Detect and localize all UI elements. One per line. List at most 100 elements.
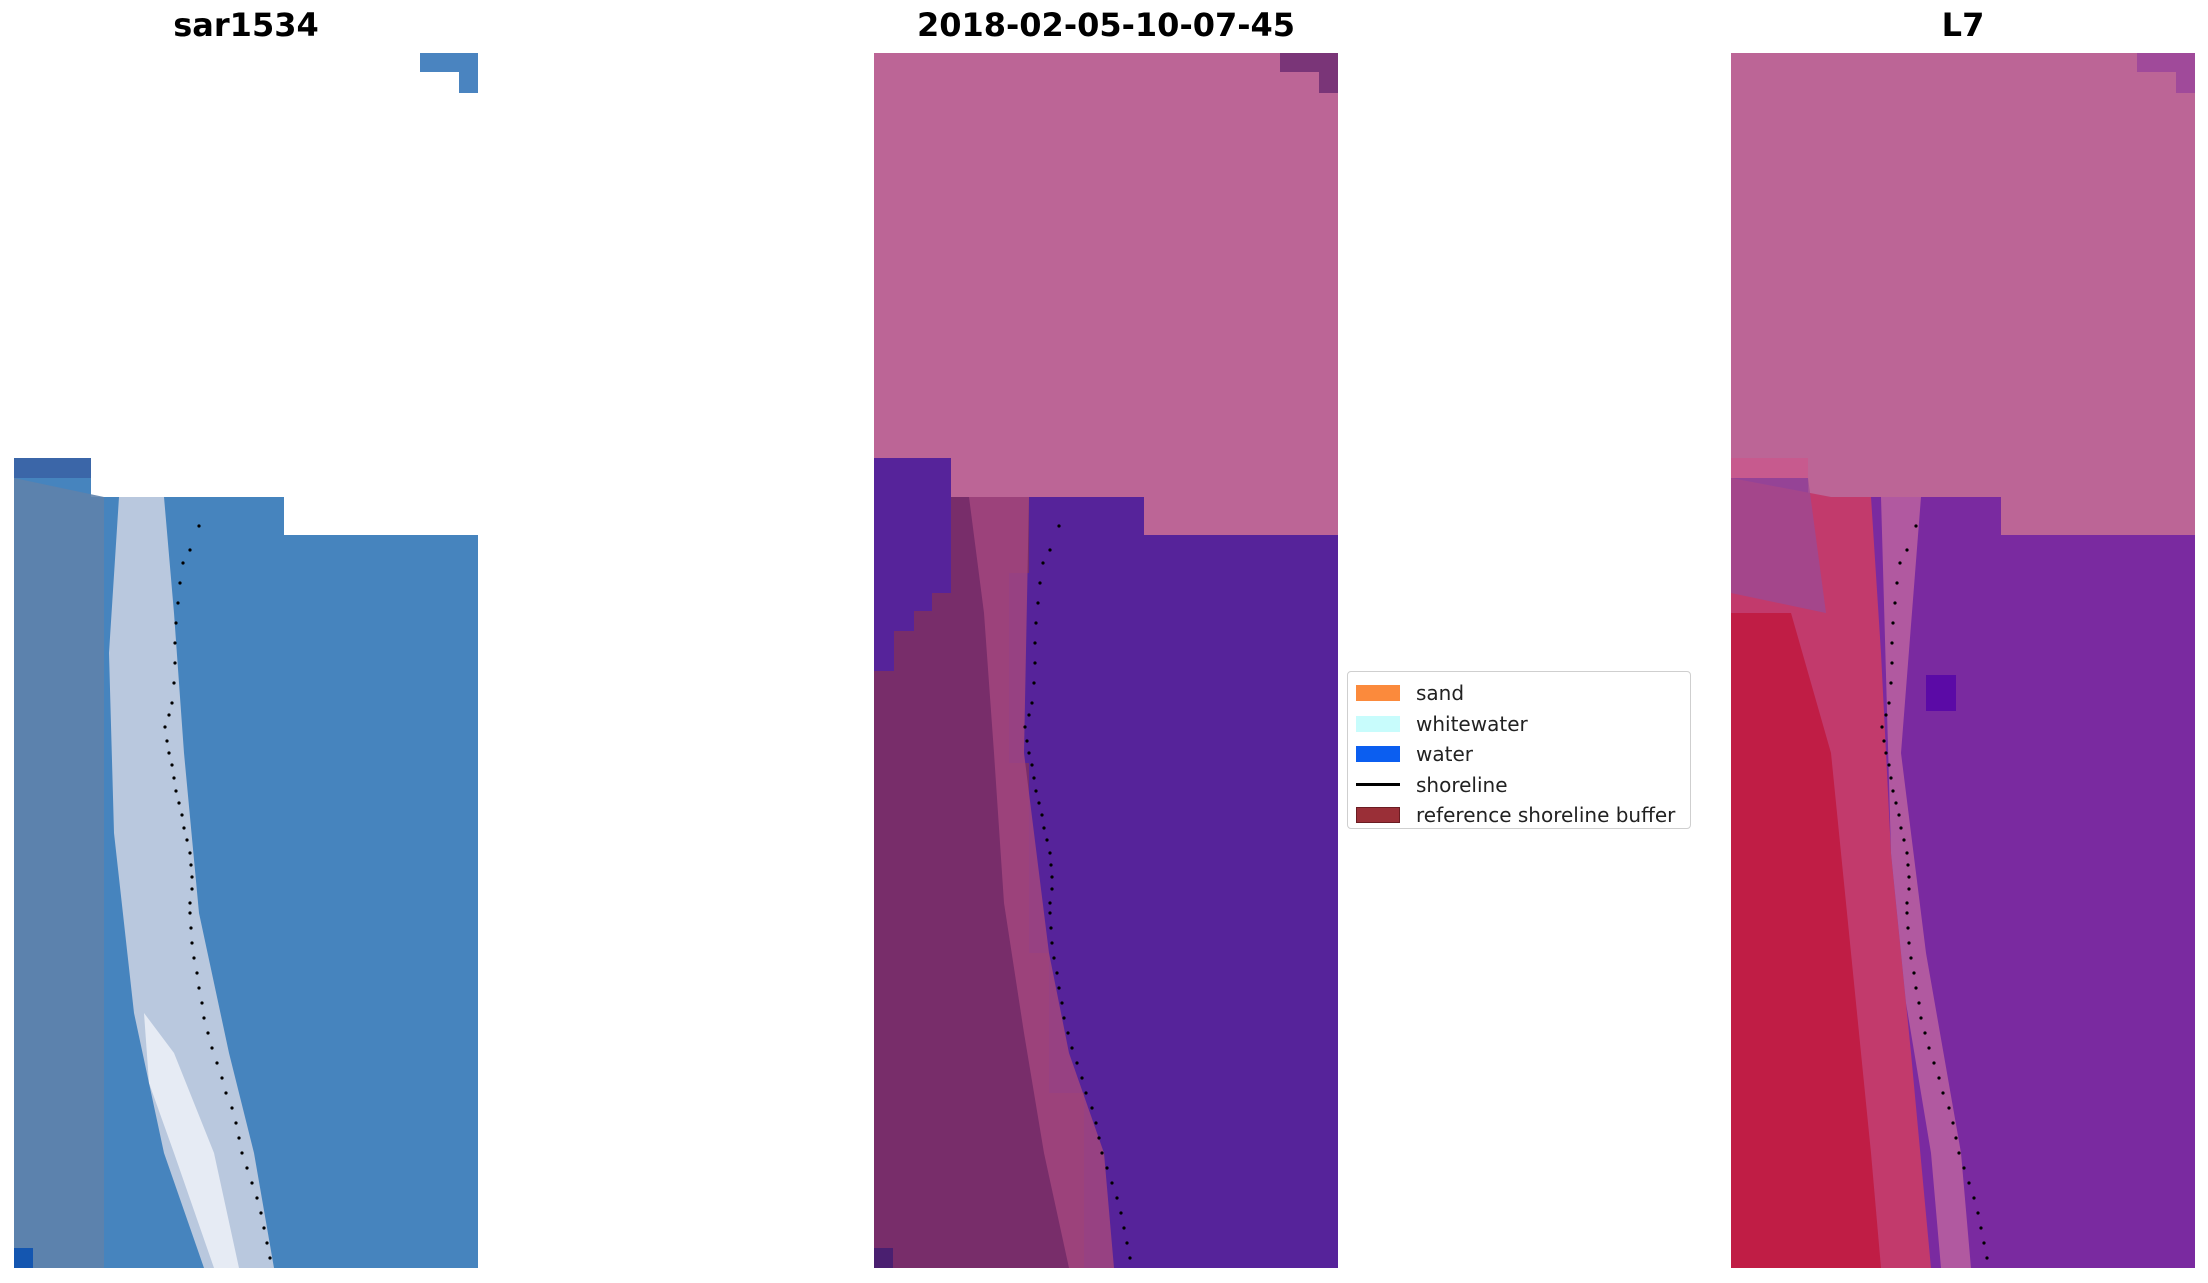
shoreline-point	[1941, 1091, 1945, 1095]
shoreline-point	[1914, 524, 1918, 528]
shoreline-point	[1907, 875, 1911, 879]
shoreline-point	[1906, 863, 1910, 867]
shoreline-point	[1110, 1181, 1114, 1185]
shoreline-point	[174, 789, 178, 793]
shoreline-point	[1890, 641, 1894, 645]
shoreline-point	[1041, 561, 1045, 565]
water-swatch	[1356, 746, 1400, 763]
shoreline-point	[1905, 911, 1909, 915]
image-block	[459, 72, 478, 93]
shoreline-point	[1122, 1226, 1126, 1230]
shoreline-point	[1899, 826, 1903, 830]
legend-item-shoreline: shoreline	[1356, 770, 1682, 801]
shoreline-point	[1070, 1046, 1074, 1050]
shoreline-point	[1049, 863, 1053, 867]
shoreline-point	[1905, 548, 1909, 552]
shoreline-point	[200, 1001, 204, 1005]
shoreline-point	[1042, 826, 1046, 830]
shoreline-line-swatch	[1356, 783, 1400, 787]
shoreline-point	[1909, 956, 1913, 960]
image-block	[1731, 458, 1808, 478]
shoreline-point	[1048, 911, 1052, 915]
sand-swatch	[1356, 685, 1400, 702]
shoreline-point	[167, 713, 171, 717]
shoreline-point	[185, 838, 189, 842]
shoreline-point	[1115, 1196, 1119, 1200]
shoreline-point	[1119, 1211, 1123, 1215]
shoreline-point	[1125, 1241, 1129, 1245]
shoreline-point	[1919, 1016, 1923, 1020]
shoreline-point	[1932, 1061, 1936, 1065]
shoreline-point	[1048, 851, 1052, 855]
shoreline-point	[197, 986, 201, 990]
shoreline-point	[1033, 661, 1037, 665]
legend-item-reference-buffer: reference shoreline buffer	[1356, 800, 1682, 831]
shoreline-point	[1985, 1256, 1989, 1260]
shoreline-point	[1962, 1166, 1966, 1170]
shoreline-point	[237, 1136, 241, 1140]
shoreline-point	[165, 739, 169, 743]
shoreline-point	[1889, 681, 1893, 685]
shoreline-point	[190, 887, 194, 891]
shoreline-point	[1050, 887, 1054, 891]
shoreline-point	[188, 548, 192, 552]
shoreline-point	[189, 926, 193, 930]
shoreline-point	[234, 1121, 238, 1125]
image-block	[420, 53, 478, 72]
classified-image	[874, 53, 1338, 1268]
shoreline	[1023, 524, 1132, 1260]
shoreline-point	[189, 863, 193, 867]
beach-area	[969, 497, 1114, 1268]
shoreline-point	[1034, 621, 1038, 625]
shoreline-point	[1954, 1136, 1958, 1140]
shoreline-point	[1032, 681, 1036, 685]
shoreline-point	[1906, 926, 1910, 930]
shoreline-point	[215, 1061, 219, 1065]
shoreline-point	[172, 776, 176, 780]
shoreline-point	[1025, 739, 1029, 743]
legend-label: sand	[1416, 681, 1465, 706]
shoreline-point	[174, 621, 178, 625]
shoreline-point	[1027, 751, 1031, 755]
shoreline-point	[245, 1166, 249, 1170]
shoreline-point	[1902, 838, 1906, 842]
shoreline-point	[1972, 1196, 1976, 1200]
shoreline-point	[1105, 1166, 1109, 1170]
shoreline-point	[188, 911, 192, 915]
shoreline-point	[173, 641, 177, 645]
shoreline-point	[1075, 1061, 1079, 1065]
shoreline-point	[192, 956, 196, 960]
shoreline-point	[180, 813, 184, 817]
legend-item-water: water	[1356, 739, 1682, 770]
shoreline	[163, 524, 272, 1260]
shoreline-point	[1060, 1001, 1064, 1005]
shoreline-point	[1033, 641, 1037, 645]
shoreline-point	[188, 901, 192, 905]
shoreline-point	[1889, 776, 1893, 780]
shoreline-point	[197, 524, 201, 528]
shoreline-point	[1891, 621, 1895, 625]
shoreline-point	[177, 801, 181, 805]
shoreline-point	[1030, 701, 1034, 705]
shoreline-point	[170, 701, 174, 705]
legend-label: shoreline	[1416, 772, 1508, 797]
shoreline-point	[1951, 1121, 1955, 1125]
legend-item-sand: sand	[1356, 678, 1682, 709]
shoreline-point	[1038, 581, 1042, 585]
shoreline-point	[1050, 875, 1054, 879]
shoreline-point	[1982, 1241, 1986, 1245]
shoreline-point	[1897, 813, 1901, 817]
image-block	[2137, 53, 2195, 72]
shoreline-point	[1947, 1106, 1951, 1110]
shoreline-point	[1040, 813, 1044, 817]
shoreline-point	[1917, 1001, 1921, 1005]
panel-title-rgb: sar1534	[173, 6, 319, 44]
shoreline-point	[224, 1091, 228, 1095]
shoreline-point	[268, 1256, 272, 1260]
shoreline-point	[259, 1211, 263, 1215]
shoreline-point	[1967, 1181, 1971, 1185]
shoreline-point	[255, 1196, 259, 1200]
shoreline-point	[240, 1151, 244, 1155]
shoreline-point	[1057, 986, 1061, 990]
shoreline-point	[1890, 661, 1894, 665]
